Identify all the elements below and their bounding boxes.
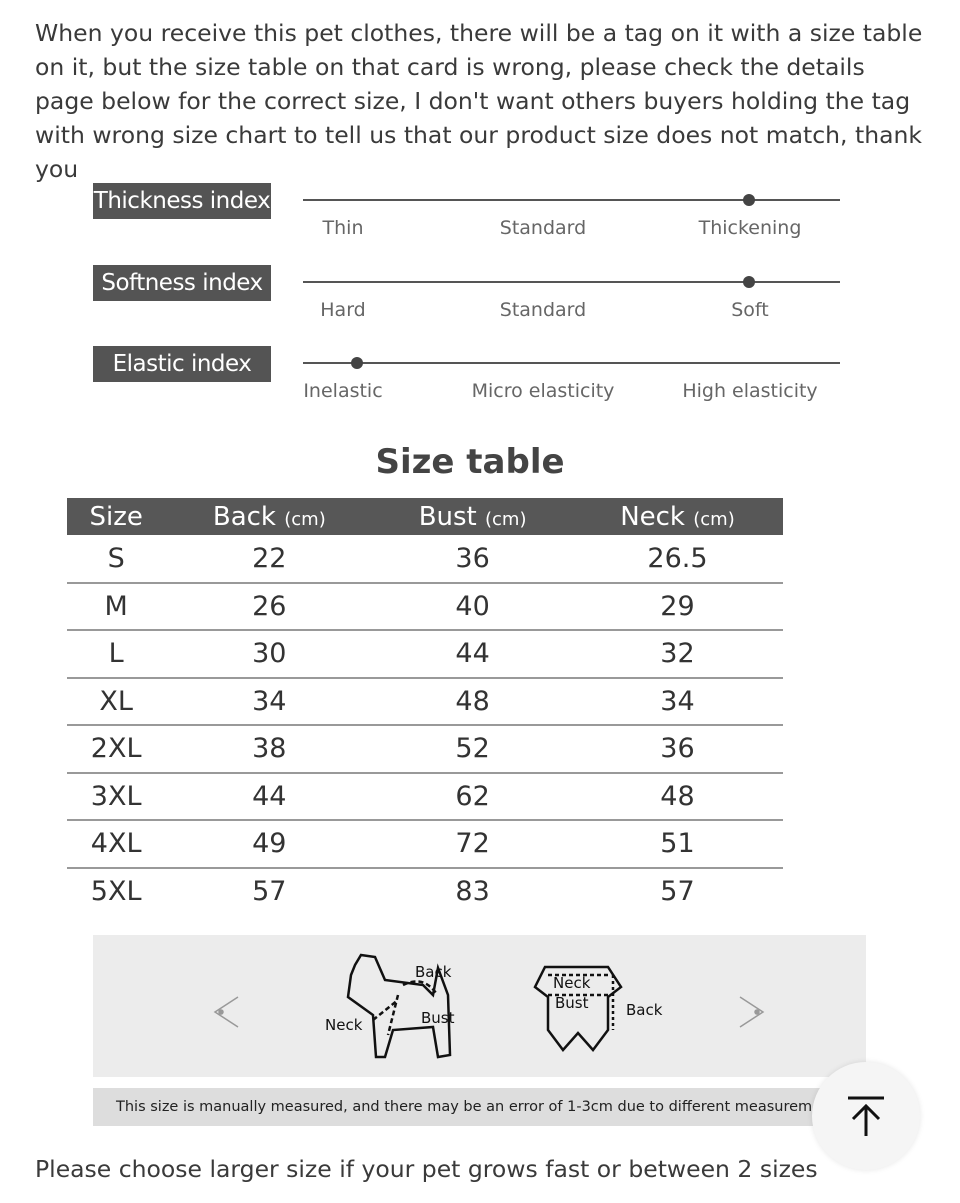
- table-cell: XL: [67, 677, 166, 726]
- table-cell: 51: [571, 820, 783, 869]
- index-label: Thickness index: [93, 183, 271, 219]
- table-cell: 29: [571, 582, 783, 631]
- column-header: Back (cm): [165, 498, 374, 535]
- index-track: [303, 357, 840, 369]
- index-option: Soft: [731, 299, 769, 321]
- table-row: L 30 44 32: [67, 630, 783, 679]
- table-cell: 83: [455, 876, 490, 908]
- garment-back-label: Back: [626, 1001, 663, 1019]
- table-cell: 44: [373, 630, 572, 679]
- table-cell: 22: [165, 535, 374, 584]
- column-name: Size: [89, 501, 143, 532]
- table-cell: 49: [165, 820, 374, 869]
- table-cell: S: [67, 535, 166, 584]
- column-header: Neck (cm): [571, 498, 783, 535]
- column-unit: (cm): [485, 508, 527, 530]
- table-cell: 72: [373, 820, 572, 869]
- measurement-illustration: Back Neck Bust Neck Bust Back: [213, 953, 765, 1059]
- table-cell: 26: [165, 582, 374, 631]
- table-cell: 48: [373, 677, 572, 726]
- dog-outline-icon: [346, 953, 452, 1059]
- table-cell: 3XL: [67, 772, 166, 821]
- left-decoration-icon: [213, 996, 239, 1028]
- garment-neck-label: Neck: [553, 974, 591, 992]
- column-name: Neck: [620, 501, 685, 532]
- table-cell: 2XL: [67, 725, 166, 774]
- size-table: Size Back (cm) Bust (cm) Neck (cm) S 22 36 26…: [67, 498, 783, 915]
- table-cell: 30: [165, 630, 374, 679]
- column-name: Back: [212, 501, 276, 532]
- index-option: Hard: [320, 299, 366, 321]
- scroll-to-top-button[interactable]: [812, 1062, 920, 1170]
- index-label: Elastic index: [93, 346, 271, 382]
- table-cell: 4XL: [67, 820, 166, 869]
- table-row: 3XL 44 62 48: [67, 772, 783, 821]
- table-cell: 57: [660, 876, 695, 908]
- table-row: 2XL 38 52 36: [67, 725, 783, 774]
- table-row: S 22 36 26.5: [67, 535, 783, 584]
- index-option: Thin: [322, 217, 364, 239]
- size-table-title: Size table: [375, 442, 565, 482]
- index-marker: [742, 194, 755, 206]
- table-cell: L: [67, 630, 166, 679]
- table-cell: 48: [571, 772, 783, 821]
- intro-text: When you receive this pet clothes, there…: [35, 19, 923, 183]
- table-cell: 40: [373, 582, 572, 631]
- garment-outline-icon: [533, 965, 623, 1052]
- index-option: Standard: [499, 217, 587, 239]
- garment-bust-label: Bust: [555, 994, 589, 1012]
- column-header: Size: [67, 498, 166, 535]
- index-row: Elastic index Inelastic Micro elasticity Hi…: [93, 346, 853, 426]
- table-cell: 36: [373, 535, 572, 584]
- table-cell: 32: [571, 630, 783, 679]
- table-cell: M: [67, 582, 166, 631]
- table-row: 5XL 57 83 57: [67, 868, 783, 916]
- index-option: Inelastic: [303, 380, 383, 402]
- index-row: Thickness index Thin Standard Thickening: [93, 183, 853, 263]
- footer-text: Please choose larger size if your pet gr…: [35, 1155, 818, 1183]
- table-cell: 62: [373, 772, 572, 821]
- index-label: Softness index: [93, 265, 271, 301]
- table-cell: 5XL: [90, 876, 142, 908]
- index-marker: [350, 357, 363, 369]
- table-cell: 38: [165, 725, 374, 774]
- table-cell: 57: [252, 876, 287, 908]
- right-decoration-icon: [739, 996, 765, 1028]
- index-track: [303, 194, 840, 206]
- index-option: Standard: [499, 299, 587, 321]
- arrow-up-to-top-icon: [848, 1096, 884, 1136]
- table-cell: 26.5: [571, 535, 783, 584]
- index-row: Softness index Hard Standard Soft: [93, 265, 853, 345]
- table-row: M 26 40 29: [67, 582, 783, 631]
- table-cell: 34: [571, 677, 783, 726]
- index-option: Micro elasticity: [471, 380, 615, 402]
- dog-back-label: Back: [415, 963, 452, 981]
- table-cell: 52: [373, 725, 572, 774]
- dog-neck-label: Neck: [325, 1016, 363, 1034]
- table-cell: 36: [571, 725, 783, 774]
- measurement-diagram: Back Neck Bust Neck Bust Back: [93, 935, 866, 1077]
- index-option: High elasticity: [682, 380, 818, 402]
- index-marker: [742, 276, 755, 288]
- measurement-note: This size is manually measured, and ther…: [93, 1088, 866, 1126]
- table-row: XL 34 48 34: [67, 677, 783, 726]
- column-header: Bust (cm): [373, 498, 572, 535]
- table-cell: 44: [165, 772, 374, 821]
- table-row: 4XL 49 72 51: [67, 820, 783, 869]
- table-cell: 34: [165, 677, 374, 726]
- column-name: Bust: [418, 501, 477, 532]
- index-track: [303, 276, 840, 288]
- dog-bust-label: Bust: [421, 1009, 455, 1027]
- column-unit: (cm): [284, 508, 326, 530]
- column-unit: (cm): [693, 508, 735, 530]
- index-option: Thickening: [698, 217, 802, 239]
